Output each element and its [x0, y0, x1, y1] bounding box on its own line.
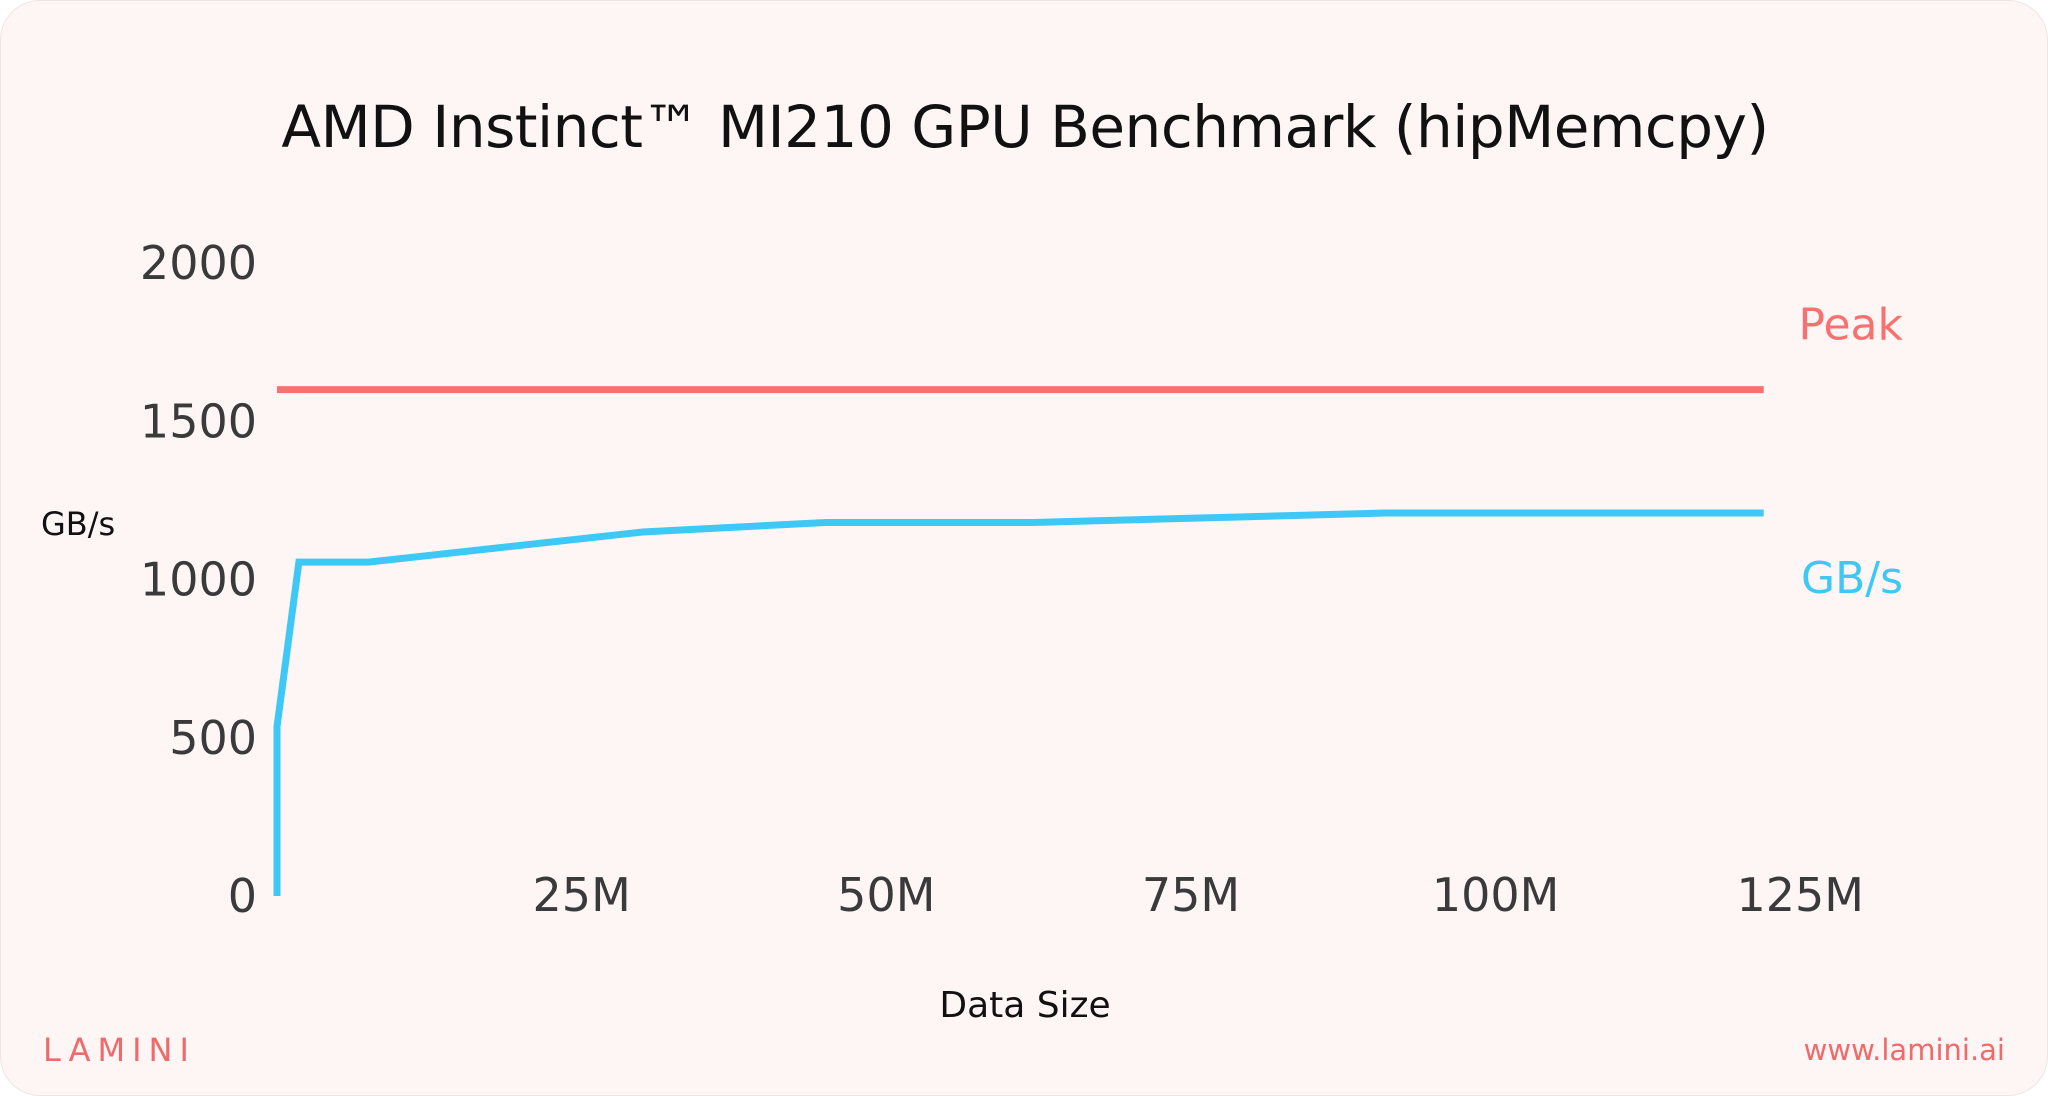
y-tick-label: 1500 — [140, 394, 257, 448]
x-axis-label: Data Size — [939, 985, 1110, 1026]
y-axis-ticks: 0 500 1000 1500 2000 — [140, 236, 257, 923]
series-layer — [273, 386, 1764, 896]
y-tick-label: 2000 — [140, 236, 257, 290]
x-tick-label: 25M — [533, 868, 631, 922]
chart-title: AMD Instinct™ MI210 GPU Benchmark (hipMe… — [281, 93, 1769, 161]
y-tick-label: 0 — [228, 869, 257, 923]
series-labels: Peak GB/s — [1799, 300, 1904, 604]
x-tick-label: 125M — [1737, 868, 1865, 922]
x-tick-label: 100M — [1432, 868, 1560, 922]
y-axis-label: GB/s — [41, 505, 115, 543]
y-tick-label: 500 — [169, 711, 257, 765]
x-axis-ticks: 25M 50M 75M 100M 125M — [533, 868, 1864, 922]
website-link[interactable]: www.lamini.ai — [1803, 1033, 2005, 1067]
x-tick-label: 50M — [837, 868, 935, 922]
series-label: GB/s — [1801, 553, 1903, 604]
y-tick-label: 1000 — [140, 553, 257, 607]
series-line-gb-s — [273, 509, 1764, 896]
x-tick-label: 75M — [1142, 868, 1240, 922]
series-label: Peak — [1799, 300, 1904, 351]
lamini-logo: LAMINI — [43, 1031, 196, 1069]
